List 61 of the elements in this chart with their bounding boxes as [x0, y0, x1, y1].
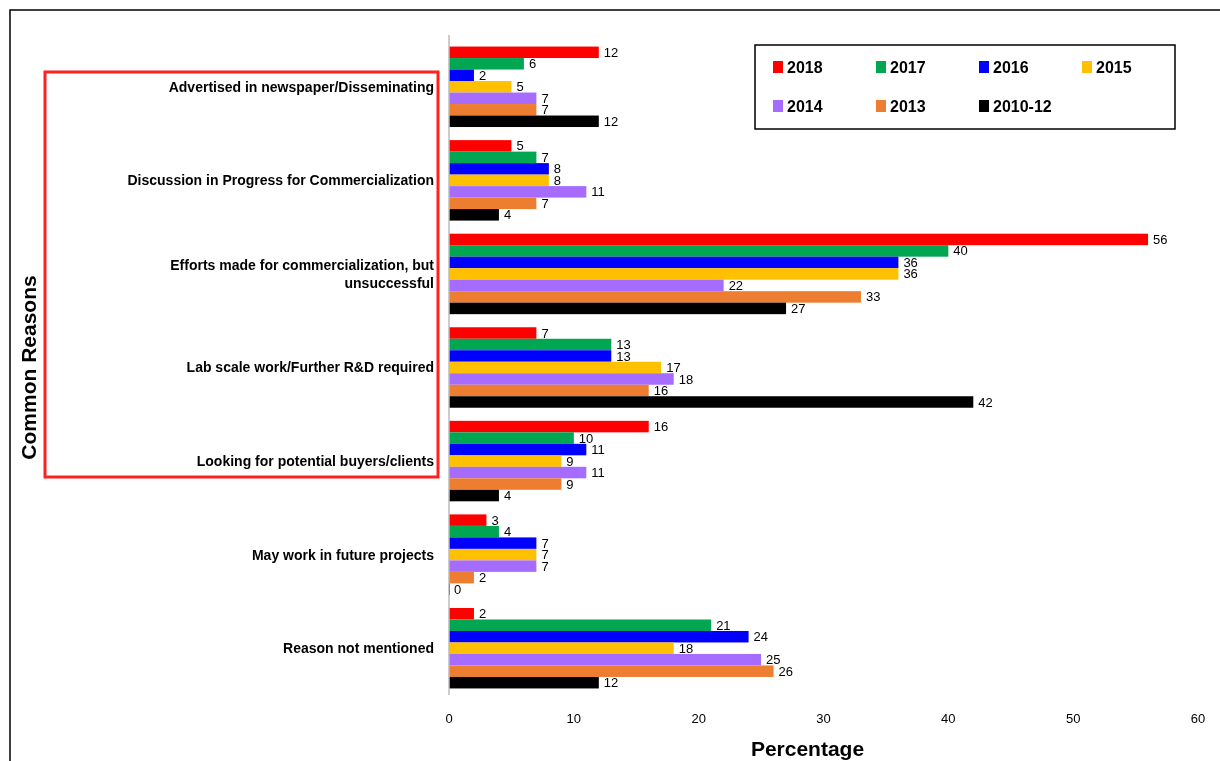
y-axis-title: Common Reasons — [17, 275, 40, 460]
data-label: 7 — [541, 325, 549, 341]
x-tick-label: 30 — [816, 711, 831, 726]
data-label: 12 — [603, 675, 619, 691]
data-label: 6 — [528, 56, 537, 72]
data-label: 33 — [865, 289, 881, 305]
data-label: 11 — [591, 465, 605, 481]
legend-label: 2018 — [787, 58, 823, 76]
data-label: 7 — [541, 149, 549, 165]
data-label: 25 — [766, 652, 781, 668]
legend-label: 2016 — [993, 58, 1029, 76]
data-label: 27 — [791, 300, 806, 316]
y-tick-label: Advertised in newspaper/Disseminating — [168, 78, 434, 95]
data-label: 4 — [503, 488, 512, 504]
legend-label: 2014 — [787, 97, 823, 115]
data-label: 7 — [541, 195, 549, 211]
legend-label: 2010-12 — [993, 97, 1052, 115]
data-label: 5 — [516, 138, 524, 154]
legend-label: 2017 — [890, 58, 926, 76]
x-tick-label: 20 — [691, 711, 706, 726]
data-label: 4 — [503, 524, 512, 540]
y-tick-label: Looking for potential buyers/clients — [196, 452, 435, 469]
y-tick-label: Efforts made for commercialization, but unsuccessful — [170, 256, 435, 291]
data-label: 4 — [503, 207, 512, 223]
data-label: 11 — [591, 184, 605, 200]
x-tick-label: 50 — [1065, 711, 1081, 726]
data-label: 2 — [478, 67, 487, 83]
data-label: 0 — [454, 581, 462, 597]
y-tick-label: Discussion in Progress for Commercialization — [127, 172, 434, 189]
data-label: 24 — [753, 629, 769, 645]
data-label: 22 — [728, 277, 744, 293]
data-label: 12 — [603, 44, 619, 60]
data-label: 2 — [478, 570, 487, 586]
data-label: 18 — [678, 640, 694, 656]
x-tick-label: 60 — [1190, 711, 1206, 726]
data-label: 3 — [491, 512, 499, 528]
y-tick-label: May work in future projects — [251, 546, 435, 563]
x-tick-label: 40 — [941, 711, 956, 726]
data-label: 5 — [516, 79, 524, 95]
data-label: 26 — [778, 663, 794, 679]
y-tick-label: Reason not mentioned — [283, 640, 434, 657]
x-axis-title: Percentage — [750, 737, 865, 760]
data-label: 10 — [578, 430, 594, 446]
data-label: 9 — [566, 476, 574, 492]
data-label: 56 — [1153, 231, 1168, 247]
data-label: 9 — [566, 453, 574, 469]
data-label: 12 — [603, 113, 619, 129]
x-tick-label: 0 — [445, 711, 453, 726]
data-label: 16 — [653, 383, 669, 399]
data-label: 2 — [478, 606, 487, 622]
data-label: 17 — [666, 360, 681, 376]
data-label: 42 — [978, 394, 993, 410]
data-label: 21 — [716, 617, 731, 633]
data-label: 40 — [953, 243, 968, 259]
data-label: 18 — [678, 371, 694, 387]
data-label: 11 — [591, 442, 605, 458]
x-tick-label: 10 — [566, 711, 582, 726]
data-label: 16 — [653, 419, 669, 435]
y-tick-label: Lab scale work/Further R&D required — [186, 359, 434, 376]
legend-label: 2013 — [890, 97, 926, 115]
legend-label: 2015 — [1096, 58, 1132, 76]
